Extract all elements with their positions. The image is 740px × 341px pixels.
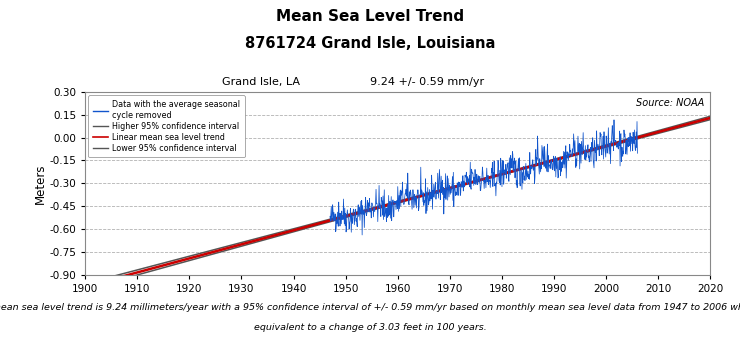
- Legend: Data with the average seasonal
cycle removed, Higher 95% confidence interval, Li: Data with the average seasonal cycle rem…: [88, 95, 244, 158]
- Text: Source: NOAA: Source: NOAA: [636, 98, 704, 107]
- Text: Mean Sea Level Trend: Mean Sea Level Trend: [276, 9, 464, 24]
- Y-axis label: Meters: Meters: [33, 163, 47, 204]
- Text: 9.24 +/- 0.59 mm/yr: 9.24 +/- 0.59 mm/yr: [370, 77, 484, 87]
- Text: Grand Isle, LA: Grand Isle, LA: [222, 77, 300, 87]
- Text: equivalent to a change of 3.03 feet in 100 years.: equivalent to a change of 3.03 feet in 1…: [254, 324, 486, 332]
- Text: The mean sea level trend is 9.24 millimeters/year with a 95% confidence interval: The mean sea level trend is 9.24 millime…: [0, 303, 740, 312]
- Text: 8761724 Grand Isle, Louisiana: 8761724 Grand Isle, Louisiana: [245, 36, 495, 51]
